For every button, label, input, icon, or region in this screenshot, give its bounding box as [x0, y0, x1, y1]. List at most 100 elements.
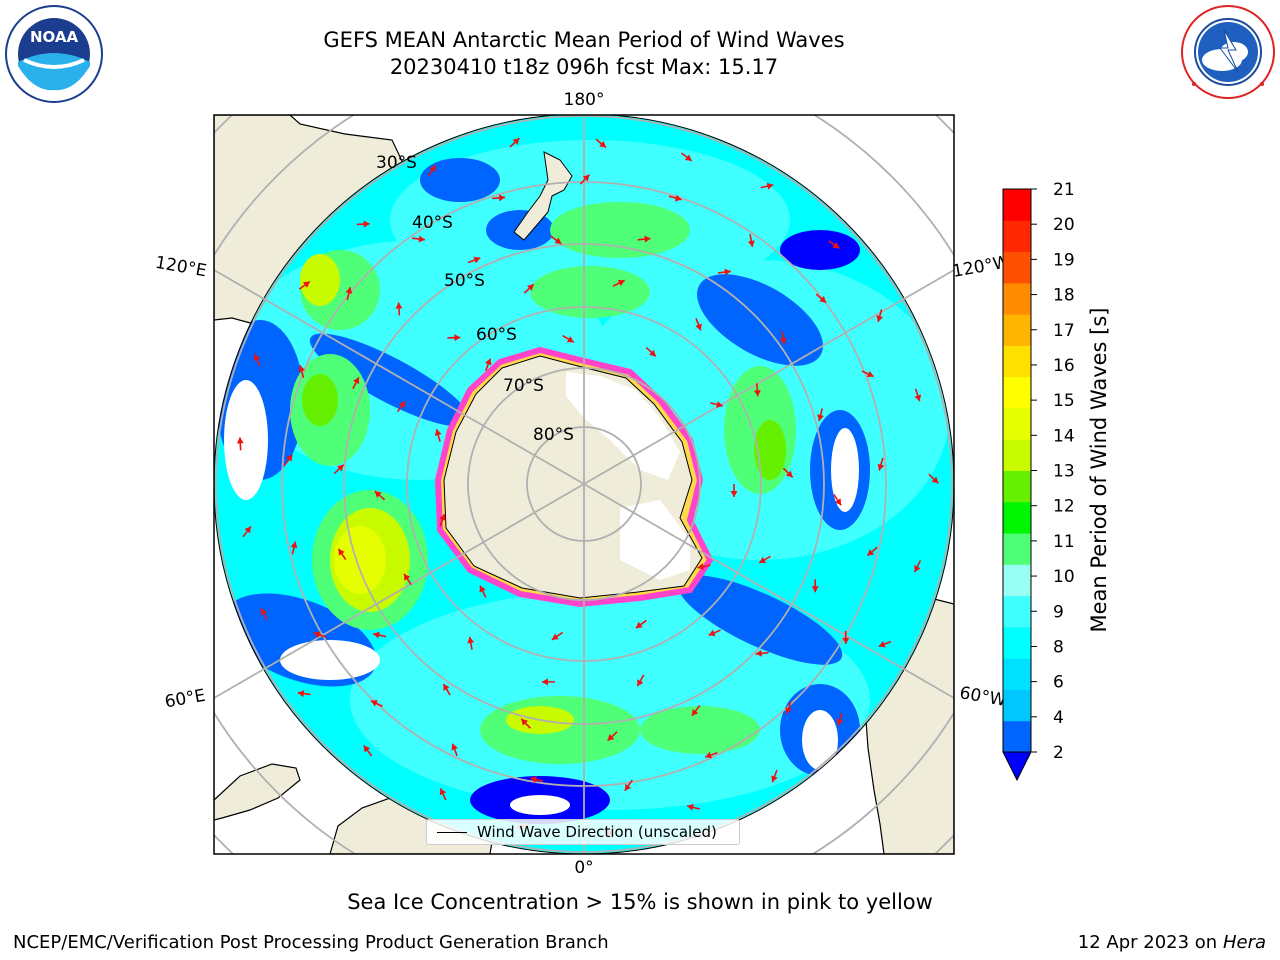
- arrow-head: [876, 315, 884, 322]
- arrow-head: [747, 240, 755, 247]
- colorbar-cell: [1003, 376, 1031, 409]
- arrow-head: [753, 389, 761, 397]
- lon-label-180: 180°: [564, 90, 605, 110]
- colorbar-tick-label: 2: [1053, 743, 1064, 763]
- map-frame: [213, 114, 955, 855]
- arrow-head: [260, 608, 267, 616]
- arrow-head: [244, 526, 251, 534]
- noaa-logo-text: NOAA: [30, 28, 79, 46]
- new-zealand-land: [513, 151, 573, 241]
- arrow-head: [429, 165, 436, 173]
- lat-label-30s: 30°S: [376, 153, 417, 173]
- arrow-head: [779, 337, 787, 345]
- colorbar-cell: [1003, 407, 1031, 440]
- arrow-head: [551, 633, 559, 640]
- colorbar-tick-label: 21: [1053, 180, 1075, 200]
- lat-label-40s: 40°S: [412, 213, 453, 233]
- arrow-head: [439, 514, 446, 521]
- arrow-head: [338, 548, 345, 556]
- arrow-head: [370, 700, 378, 707]
- arrow-head: [817, 414, 824, 421]
- arrow-head: [484, 358, 492, 366]
- footer-date-text: 12 Apr 2023 on: [1077, 932, 1223, 953]
- colorbar-title: Mean Period of Wind Waves [s]: [1087, 308, 1111, 633]
- arrow-head: [527, 284, 534, 291]
- colorbar-tick-label: 6: [1053, 673, 1064, 693]
- arrow-head: [811, 586, 819, 593]
- colorbar-cell: [1003, 251, 1031, 284]
- lat-label-70s: 70°S: [503, 376, 544, 396]
- colorbar-cell: [1003, 470, 1031, 503]
- footer-machine: Hera: [1222, 932, 1266, 953]
- arrow-head: [931, 476, 939, 484]
- colorbar-tick-label: 13: [1053, 462, 1075, 482]
- arrow-head: [373, 631, 380, 639]
- arrow-head: [914, 565, 921, 573]
- colorbar-tick-label: 11: [1053, 532, 1075, 552]
- arrow-head: [842, 637, 850, 644]
- arrow-head: [877, 463, 885, 471]
- map-subtitle: 20230410 t18z 096h fcst Max: 15.17: [389, 55, 779, 79]
- sea-ice-note: Sea Ice Concentration > 15% is shown in …: [347, 890, 933, 914]
- arrow-head: [724, 268, 731, 276]
- arrow-head: [819, 296, 827, 303]
- colorbar-tick-label: 14: [1053, 426, 1075, 446]
- arrow-head: [443, 683, 450, 691]
- arrow-head: [521, 718, 528, 726]
- lon-label-0: 0°: [574, 858, 593, 878]
- arrow-head: [832, 242, 840, 249]
- arrow-head: [785, 470, 793, 478]
- colorbar-tick-label: 20: [1053, 215, 1075, 235]
- colorbar-tick-label: 8: [1053, 637, 1064, 657]
- arrow-head: [297, 690, 305, 698]
- arrow-head: [403, 573, 411, 581]
- arrow-head: [691, 708, 699, 716]
- arrow-head: [755, 649, 763, 657]
- arrow-head: [352, 377, 360, 385]
- colorbar-cell: [1003, 314, 1031, 346]
- map-title: GEFS MEAN Antarctic Mean Period of Wind …: [323, 28, 845, 52]
- legend-line-icon: [437, 832, 467, 833]
- colorbar-under-arrow: [1002, 751, 1032, 782]
- arrow-head: [512, 138, 520, 145]
- arrow-head: [253, 354, 261, 361]
- colorbar-cell: [1003, 189, 1031, 221]
- arrow-head: [867, 549, 875, 556]
- arrow-head: [236, 437, 244, 444]
- arrow-head: [566, 336, 574, 343]
- arrow-head: [473, 256, 481, 264]
- arrow-head: [454, 334, 461, 342]
- lat-label-60s: 60°S: [476, 325, 517, 345]
- colorbar-cell: [1003, 564, 1031, 597]
- noaa-logo-icon: NOAA: [5, 5, 103, 103]
- colorbar: 21 20 19 18 17 16 15 14 13 12 11 10 9 8 6 4 2 Mean Perio…: [1002, 180, 1111, 782]
- colorbar-tick-label: 9: [1053, 602, 1064, 622]
- arrow-head: [697, 563, 705, 570]
- arrow-head: [624, 783, 632, 791]
- colorbar-tick-label: 10: [1053, 567, 1075, 587]
- arrow-head: [599, 140, 607, 148]
- arrow-head: [836, 718, 844, 726]
- colorbar-cell: [1003, 501, 1031, 534]
- lon-label-120e: 120°E: [154, 253, 208, 282]
- colorbar-tick-label: 4: [1053, 708, 1064, 728]
- colorbar-cell: [1003, 282, 1031, 315]
- colorbar-cell: [1003, 658, 1031, 690]
- arrow-head: [878, 640, 886, 648]
- arrow-head: [759, 556, 767, 563]
- lon-label-60e: 60°E: [163, 686, 207, 713]
- footer-date: 12 Apr 2023 on Hera: [1078, 932, 1266, 953]
- legend-label: Wind Wave Direction (unscaled): [477, 823, 717, 841]
- colorbar-tick-label: 16: [1053, 356, 1075, 376]
- arrow-head: [498, 194, 506, 202]
- arrow-head: [637, 679, 644, 687]
- arrow-head: [395, 302, 403, 309]
- colorbar-tick-label: 17: [1053, 321, 1075, 341]
- lat-label-80s: 80°S: [533, 425, 574, 445]
- arrow-head: [530, 776, 537, 783]
- arrow-head: [730, 491, 738, 497]
- arrow-head: [554, 237, 562, 244]
- colorbar-cell: [1003, 689, 1031, 722]
- arrow-head: [684, 154, 692, 161]
